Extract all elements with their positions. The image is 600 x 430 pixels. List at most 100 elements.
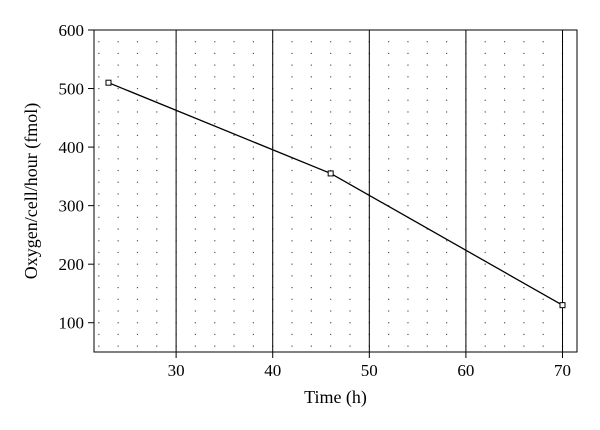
- grid-dot: [310, 333, 312, 336]
- grid-dot: [503, 310, 506, 312]
- grid-dot: [214, 193, 216, 195]
- grid-dot: [214, 240, 216, 242]
- grid-dot: [214, 52, 216, 55]
- grid-dot: [98, 123, 100, 125]
- grid-dot: [117, 99, 119, 101]
- grid-dot: [542, 240, 544, 242]
- grid-dot: [542, 333, 544, 336]
- x-tick-label: 60: [457, 361, 474, 380]
- grid-dot: [426, 76, 428, 78]
- grid-dot: [523, 181, 525, 183]
- grid-dot: [542, 64, 544, 66]
- grid-dot: [310, 298, 312, 300]
- grid-dot: [233, 322, 235, 324]
- grid-dot: [310, 345, 312, 347]
- grid-dot: [426, 64, 428, 66]
- grid-dot: [310, 64, 312, 66]
- grid-dot: [407, 275, 409, 277]
- grid-dot: [194, 169, 197, 172]
- grid-dot: [523, 123, 525, 125]
- grid-dot: [426, 345, 428, 347]
- grid-dot: [349, 205, 351, 207]
- grid-dot: [194, 146, 197, 148]
- grid-dot: [98, 41, 100, 43]
- grid-dot: [117, 52, 119, 55]
- grid-dot: [388, 181, 390, 183]
- grid-dot: [388, 228, 390, 230]
- grid-dot: [445, 181, 448, 183]
- grid-dot: [484, 99, 486, 101]
- grid-dot: [252, 333, 254, 336]
- grid-dot: [136, 205, 139, 207]
- grid-dot: [407, 322, 409, 324]
- grid-dot: [503, 251, 506, 254]
- grid-dot: [214, 146, 216, 148]
- grid-dot: [542, 87, 544, 90]
- x-tick-label: 40: [264, 361, 281, 380]
- grid-dot: [445, 275, 448, 277]
- grid-dot: [98, 310, 100, 312]
- grid-dot: [233, 146, 235, 148]
- grid-dot: [291, 181, 293, 183]
- grid-dot: [407, 158, 409, 160]
- grid-dot: [214, 275, 216, 277]
- grid-dot: [349, 76, 351, 78]
- grid-dot: [330, 228, 332, 230]
- grid-dot: [388, 298, 390, 300]
- y-tick-label: 100: [59, 314, 85, 333]
- grid-dot: [310, 87, 312, 90]
- grid-dot: [426, 134, 428, 136]
- grid-dot: [98, 287, 100, 289]
- grid-dot: [233, 240, 235, 242]
- grid-dot: [503, 169, 506, 172]
- grid-dot: [117, 64, 119, 66]
- grid-dot: [310, 310, 312, 312]
- grid-dot: [156, 333, 158, 336]
- grid-dot: [523, 345, 525, 347]
- grid-dot: [523, 134, 525, 136]
- grid-dot: [426, 205, 428, 207]
- grid-dot: [542, 228, 544, 230]
- grid-dot: [117, 228, 119, 230]
- grid-dot: [291, 146, 293, 148]
- grid-dot: [445, 76, 448, 78]
- grid-dot: [214, 169, 216, 172]
- grid-dot: [194, 64, 197, 66]
- grid-dot: [291, 263, 293, 265]
- grid-dot: [503, 146, 506, 148]
- grid-dot: [330, 52, 332, 55]
- grid-dot: [214, 111, 216, 113]
- grid-dot: [214, 333, 216, 336]
- grid-dot: [291, 111, 293, 113]
- grid-dot: [310, 240, 312, 242]
- grid-dot: [233, 228, 235, 230]
- grid-dot: [542, 52, 544, 55]
- grid-dot: [407, 76, 409, 78]
- grid-dot: [117, 298, 119, 300]
- grid-dot: [291, 287, 293, 289]
- grid-dot: [330, 158, 332, 160]
- grid-dot: [194, 111, 197, 113]
- grid-dot: [349, 181, 351, 183]
- grid-dot: [523, 322, 525, 324]
- grid-dot: [214, 205, 216, 207]
- grid-dot: [484, 111, 486, 113]
- grid-dot: [407, 240, 409, 242]
- grid-dot: [117, 181, 119, 183]
- grid-dot: [156, 345, 158, 347]
- grid-dot: [214, 181, 216, 183]
- grid-dot: [503, 333, 506, 336]
- grid-dot: [503, 64, 506, 66]
- grid-dot: [117, 322, 119, 324]
- grid-dot: [310, 99, 312, 101]
- grid-dot: [98, 64, 100, 66]
- x-axis-ticks: 30 40 50 60 70: [168, 352, 571, 380]
- grid-dot: [484, 287, 486, 289]
- grid-dot: [523, 251, 525, 254]
- grid-dot: [445, 99, 448, 101]
- grid-dot: [503, 263, 506, 265]
- grid-dot: [233, 263, 235, 265]
- grid-dot: [98, 181, 100, 183]
- grid-dot: [426, 87, 428, 90]
- grid-dot: [194, 228, 197, 230]
